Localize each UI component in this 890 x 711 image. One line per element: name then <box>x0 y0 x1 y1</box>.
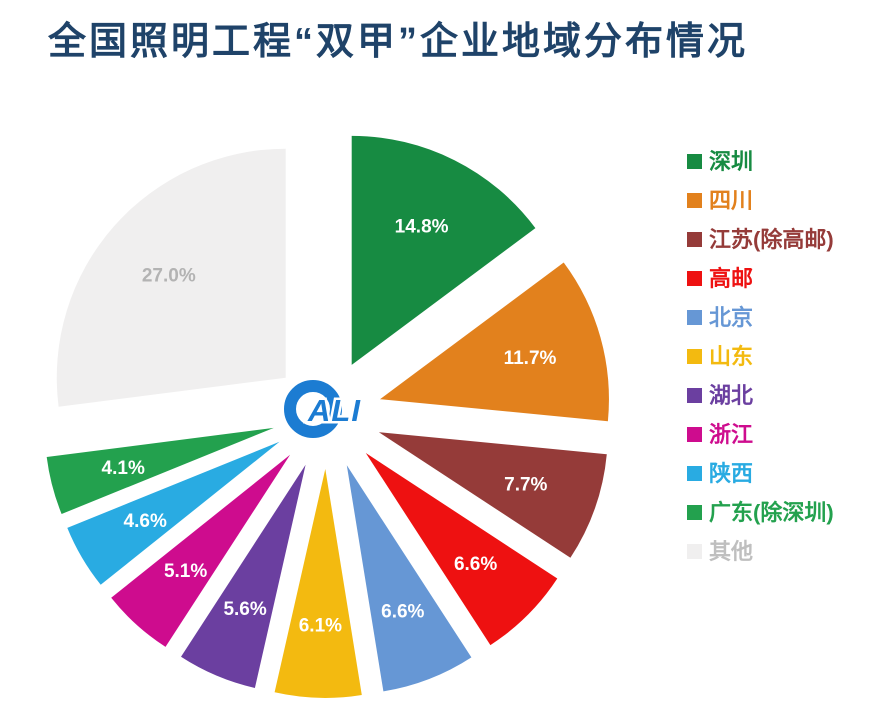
slice-label-2: 7.7% <box>504 475 547 496</box>
legend-label: 其他 <box>709 538 754 564</box>
pie-slice-2 <box>378 432 607 558</box>
legend-swatch-icon <box>687 349 702 364</box>
legend-label: 高邮 <box>709 265 754 291</box>
legend-swatch-icon <box>687 232 702 247</box>
slice-label-5: 6.1% <box>299 615 342 636</box>
pie-slices-group <box>46 135 609 698</box>
legend-item-10: 其他 <box>687 532 834 571</box>
slice-label-9: 4.1% <box>102 458 145 479</box>
pie-slice-4 <box>346 465 472 692</box>
slice-label-1: 11.7% <box>504 348 557 369</box>
legend-swatch-icon <box>687 466 702 481</box>
legend-item-5: 山东 <box>687 337 834 376</box>
pie-labels-group: 14.8% 11.7% 7.7% 6.6% 6.6% 6.1% 5.6% 5.1% 4.6% 4.… <box>102 216 557 636</box>
pie-slice-7 <box>111 454 291 647</box>
pie-slice-0 <box>351 135 536 365</box>
legend: 深圳四川江苏(除高邮) 高邮北京山东湖北浙江陕西广东(除深圳) 其他 <box>687 142 834 571</box>
legend-swatch-icon <box>687 544 702 559</box>
legend-label: 北京 <box>709 304 754 330</box>
center-logo: ALI <box>284 380 363 438</box>
legend-swatch-icon <box>687 271 702 286</box>
legend-label: 广东(除深圳) <box>709 499 834 525</box>
logo-ring-icon <box>284 380 342 438</box>
legend-swatch-icon <box>687 505 702 520</box>
legend-label: 江苏(除高邮) <box>709 226 834 252</box>
legend-swatch-icon <box>687 193 702 208</box>
pie-slice-1 <box>380 262 609 422</box>
legend-item-2: 江苏(除高邮) <box>687 220 834 259</box>
slice-label-10: 27.0% <box>142 265 196 286</box>
pie-slice-8 <box>67 441 280 585</box>
pie-slice-5 <box>274 469 362 698</box>
legend-item-1: 四川 <box>687 181 834 220</box>
legend-item-6: 湖北 <box>687 376 834 415</box>
legend-item-3: 高邮 <box>687 259 834 298</box>
slice-label-8: 4.6% <box>124 511 167 532</box>
legend-item-4: 北京 <box>687 298 834 337</box>
pie-slice-9 <box>46 427 274 514</box>
legend-item-7: 浙江 <box>687 415 834 454</box>
legend-label: 四川 <box>709 187 754 213</box>
legend-swatch-icon <box>687 427 702 442</box>
legend-swatch-icon <box>687 310 702 325</box>
slice-label-7: 5.1% <box>164 561 207 582</box>
slice-label-4: 6.6% <box>381 601 424 622</box>
pie-slice-3 <box>365 453 558 646</box>
legend-label: 湖北 <box>709 382 754 408</box>
legend-item-8: 陕西 <box>687 454 834 493</box>
legend-swatch-icon <box>687 388 702 403</box>
legend-label: 浙江 <box>709 421 754 447</box>
slice-label-6: 5.6% <box>223 599 266 620</box>
legend-label: 深圳 <box>709 148 754 174</box>
legend-swatch-icon <box>687 154 702 169</box>
chart-title: 全国照明工程“双甲”企业地域分布情况 <box>48 21 749 63</box>
slice-label-3: 6.6% <box>454 554 497 575</box>
legend-item-0: 深圳 <box>687 142 834 181</box>
logo-text: ALI <box>307 393 361 428</box>
legend-label: 陕西 <box>709 460 754 486</box>
legend-item-9: 广东(除深圳) <box>687 493 834 532</box>
pie-slice-6 <box>181 464 306 688</box>
slice-label-0: 14.8% <box>395 216 449 237</box>
legend-label: 山东 <box>709 343 754 369</box>
pie-slice-10 <box>56 148 286 407</box>
